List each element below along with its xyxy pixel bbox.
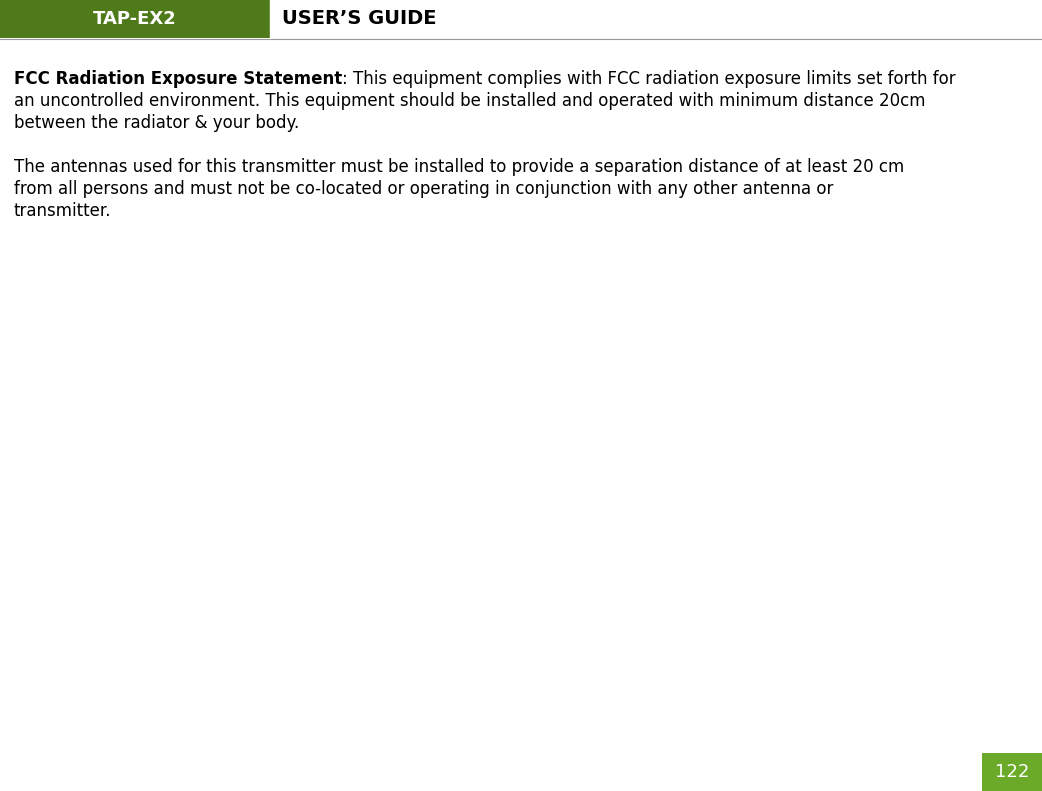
Text: TAP-EX2: TAP-EX2 (93, 10, 177, 28)
Text: from all persons and must not be co-located or operating in conjunction with any: from all persons and must not be co-loca… (14, 180, 834, 198)
Text: FCC Radiation Exposure Statement: FCC Radiation Exposure Statement (14, 70, 342, 88)
Bar (982, 753, 1042, 791)
Text: an uncontrolled environment. This equipment should be installed and operated wit: an uncontrolled environment. This equipm… (14, 92, 925, 110)
Text: 122: 122 (995, 763, 1029, 781)
Bar (0, 0, 270, 38)
Text: : This equipment complies with FCC radiation exposure limits set forth for: : This equipment complies with FCC radia… (342, 70, 956, 88)
Text: The antennas used for this transmitter must be installed to provide a separation: The antennas used for this transmitter m… (14, 158, 904, 176)
Text: transmitter.: transmitter. (14, 202, 111, 220)
Text: USER’S GUIDE: USER’S GUIDE (282, 9, 437, 28)
Text: between the radiator & your body.: between the radiator & your body. (14, 114, 299, 132)
